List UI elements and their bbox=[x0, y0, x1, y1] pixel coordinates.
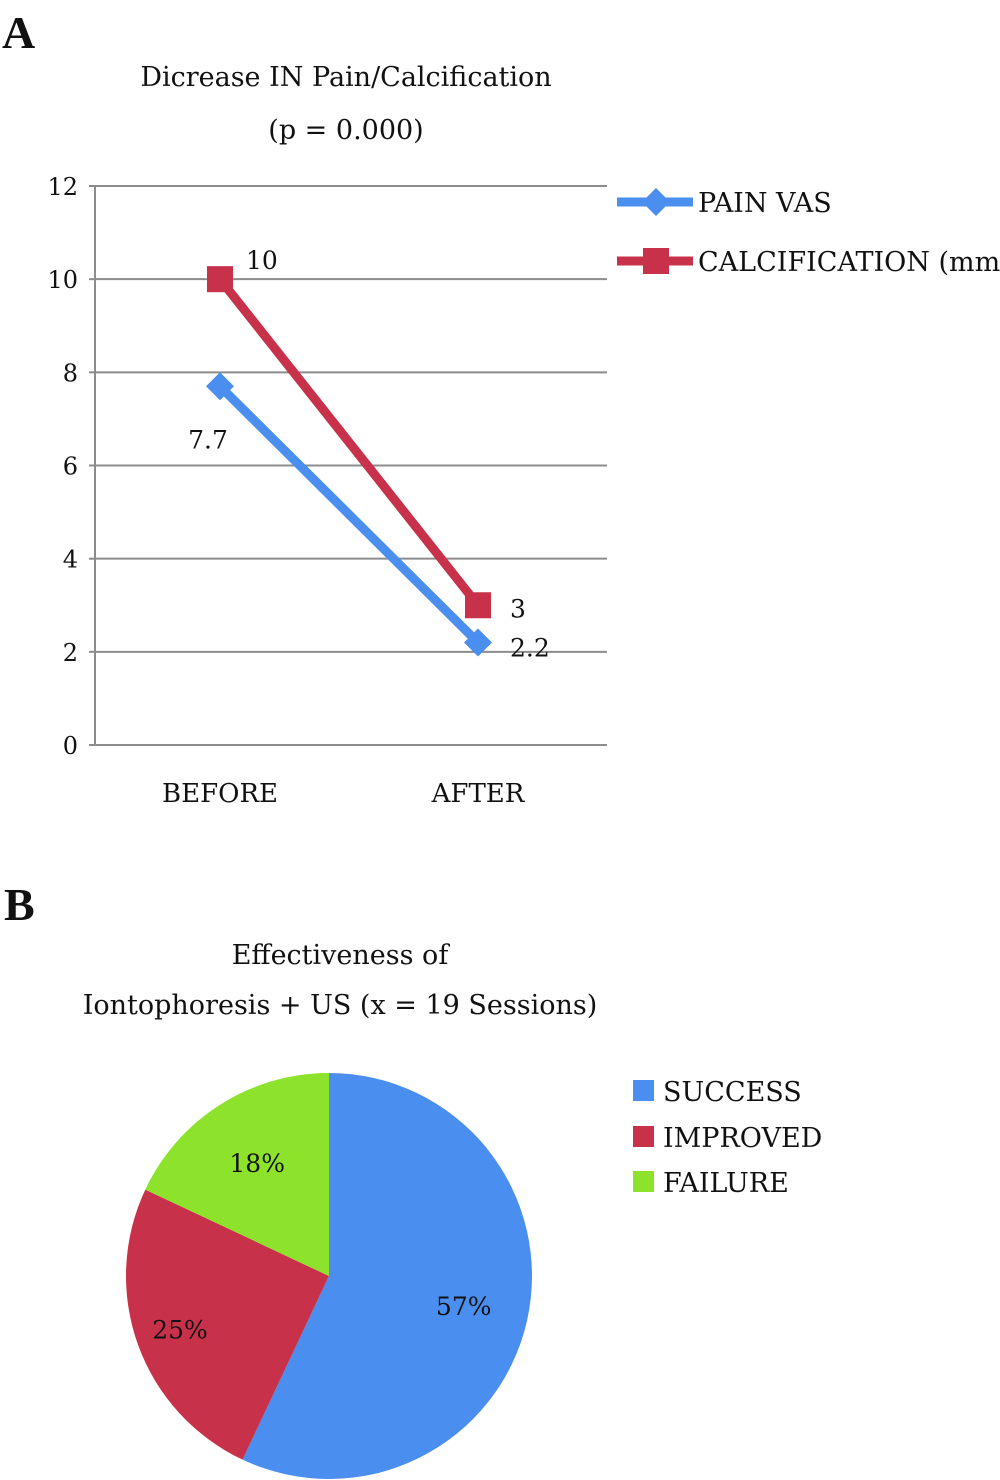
series-line bbox=[216, 276, 482, 609]
series-line bbox=[216, 383, 482, 646]
y-tick-label: 8 bbox=[63, 359, 78, 387]
data-label: 10 bbox=[246, 246, 278, 275]
y-tick-label: 2 bbox=[63, 639, 78, 667]
slice-label: 25% bbox=[152, 1316, 208, 1345]
pie-slice bbox=[242, 1073, 532, 1479]
x-tick-label: BEFORE bbox=[162, 779, 278, 809]
data-label: 3 bbox=[510, 594, 526, 623]
y-tick-label: 6 bbox=[63, 453, 78, 481]
legend-swatch bbox=[633, 1080, 654, 1101]
x-tick-label: AFTER bbox=[431, 779, 526, 809]
slice-label: 18% bbox=[229, 1149, 285, 1178]
pie-chart: 57% 25% 18% SUCCESS IMPROVED FAILURE bbox=[125, 1073, 822, 1479]
legend-swatch bbox=[633, 1171, 654, 1192]
panel-label-b: B bbox=[4, 879, 35, 930]
legend-swatch bbox=[633, 1126, 654, 1147]
y-tick-label: 0 bbox=[63, 732, 78, 760]
y-tick-label: 12 bbox=[47, 173, 78, 201]
data-point bbox=[465, 592, 491, 619]
legend-label: SUCCESS bbox=[663, 1077, 802, 1108]
legend-label: FAILURE bbox=[663, 1168, 789, 1199]
pie-slice bbox=[145, 1073, 329, 1276]
slice-label: 57% bbox=[436, 1292, 492, 1321]
panel-label-a: A bbox=[2, 7, 36, 58]
legend-label: IMPROVED bbox=[663, 1123, 822, 1154]
pie-slice bbox=[125, 1189, 329, 1460]
data-point bbox=[207, 266, 233, 293]
data-point bbox=[206, 372, 234, 401]
pie-chart-title: Effectiveness of bbox=[231, 940, 449, 971]
legend-marker bbox=[643, 248, 669, 274]
line-chart: 0 2 4 6 8 10 12 BEFORE AFTER 7.7 2.2 10 3 PAIN VAS CAL… bbox=[47, 173, 1000, 809]
legend-marker bbox=[642, 188, 670, 216]
pie-chart-subtitle: Iontophoresis + US (x = 19 Sessions) bbox=[82, 990, 598, 1021]
line-chart-title: Dicrease IN Pain/Calcification bbox=[140, 62, 552, 93]
data-point bbox=[464, 628, 492, 657]
legend-label: CALCIFICATION (mm) bbox=[698, 247, 1000, 278]
data-label: 7.7 bbox=[188, 425, 228, 454]
y-tick-label: 10 bbox=[47, 266, 78, 294]
line-chart-subtitle: (p = 0.000) bbox=[268, 115, 424, 146]
y-tick-label: 4 bbox=[63, 546, 78, 574]
data-label: 2.2 bbox=[510, 634, 550, 663]
legend-label: PAIN VAS bbox=[698, 188, 832, 219]
